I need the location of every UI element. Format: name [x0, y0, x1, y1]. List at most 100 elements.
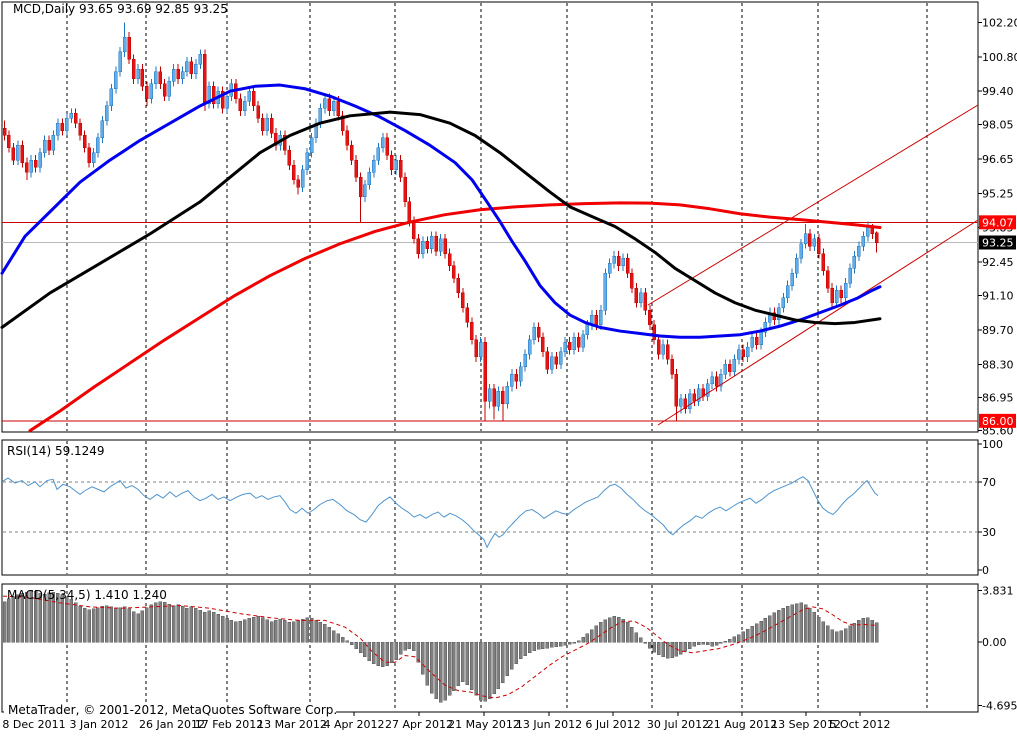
- macd-bar: [403, 641, 407, 651]
- candle-body: [625, 258, 630, 274]
- macd-bar: [345, 640, 349, 643]
- macd-bar: [247, 618, 251, 643]
- candle-body: [585, 324, 590, 336]
- candle-body: [73, 113, 78, 124]
- candle-body: [56, 122, 60, 136]
- price-axis-label: 100.80: [982, 51, 1017, 64]
- candle-body: [194, 63, 198, 75]
- macd-bar: [759, 620, 763, 643]
- macd-bar: [381, 641, 385, 668]
- macd-bar: [852, 622, 857, 643]
- candle-body: [269, 118, 274, 134]
- candle-body: [728, 364, 732, 372]
- macd-bar: [483, 641, 487, 702]
- macd-bar: [180, 605, 185, 643]
- macd-bar: [425, 641, 429, 686]
- macd-bar: [292, 621, 296, 643]
- candle-body: [412, 221, 416, 240]
- candle-body: [634, 287, 639, 304]
- candle-body: [443, 238, 447, 254]
- candle-body: [287, 150, 292, 166]
- candle-body: [332, 100, 336, 112]
- date-axis-label: 5 Oct 2012: [829, 718, 890, 731]
- macd-bar: [91, 608, 96, 643]
- macd-bar: [56, 593, 60, 643]
- macd-bar: [541, 641, 545, 649]
- macd-bar: [198, 610, 203, 643]
- candle-body: [790, 273, 794, 286]
- macd-bar: [728, 639, 732, 643]
- price-badge: [979, 215, 1016, 230]
- macd-bar: [145, 607, 149, 643]
- candle-body: [470, 322, 474, 340]
- macd-bar: [2, 601, 7, 643]
- macd-bar: [269, 621, 274, 643]
- candle-body: [131, 58, 136, 80]
- macd-bar: [340, 637, 345, 643]
- macd-bar: [305, 617, 309, 643]
- macd-bar: [510, 641, 514, 670]
- macd-bar: [416, 641, 421, 663]
- macd-bar: [719, 641, 723, 644]
- date-axis-label: 8 Dec 2011: [2, 718, 65, 731]
- macd-bar: [750, 626, 754, 643]
- candle-body: [51, 135, 56, 151]
- date-axis-label: 27 Apr 2012: [385, 718, 453, 731]
- macd-bar: [367, 641, 372, 662]
- price-badge-label: 93.25: [982, 237, 1014, 250]
- macd-bar: [140, 610, 145, 643]
- macd-bar: [220, 616, 225, 643]
- candle-body: [220, 90, 225, 109]
- macd-bar: [683, 641, 688, 652]
- macd-axis-label: -4.695: [982, 699, 1017, 712]
- candle-body: [594, 314, 599, 326]
- candle-body: [158, 71, 162, 85]
- symbol-info-line: MCD,Daily 93.65 93.69 92.85 93.25: [13, 2, 228, 16]
- macd-bar: [665, 641, 670, 659]
- candle-body: [661, 344, 665, 355]
- candle-body: [763, 322, 768, 333]
- candle-body: [38, 152, 42, 168]
- macd-bar: [429, 641, 434, 694]
- macd-bar: [643, 641, 648, 644]
- price-axis-label: 102.20: [982, 16, 1017, 29]
- macd-bar: [203, 612, 207, 643]
- macd-bar: [772, 612, 777, 643]
- macd-bar: [559, 641, 563, 647]
- macd-bar: [33, 591, 38, 643]
- candle-body: [429, 236, 434, 249]
- candle-body: [861, 236, 866, 247]
- macd-bar: [648, 641, 652, 649]
- macd-bar: [185, 608, 189, 643]
- candle-body: [149, 83, 154, 99]
- macd-bar: [327, 626, 332, 643]
- macd-bar: [656, 641, 661, 656]
- macd-bar: [710, 641, 714, 647]
- macd-bar: [16, 594, 20, 643]
- candle-body: [799, 243, 803, 259]
- macd-bar: [109, 606, 114, 643]
- macd-bar: [794, 603, 799, 643]
- macd-bar: [714, 641, 719, 646]
- macd-axis-label: 0.00: [982, 636, 1007, 649]
- macd-bar: [243, 619, 247, 643]
- macd-bar: [176, 604, 180, 643]
- macd-bar: [492, 641, 496, 695]
- macd-bar: [688, 641, 692, 649]
- macd-bar: [300, 618, 305, 643]
- date-axis-label: 30 Jul 2012: [647, 718, 709, 731]
- candle-body: [572, 336, 576, 350]
- macd-bar: [474, 641, 478, 696]
- macd-bar: [470, 641, 474, 691]
- macd-bar: [603, 619, 607, 643]
- macd-bar: [803, 604, 808, 643]
- macd-bar: [808, 608, 812, 643]
- rsi-panel-border: [1, 439, 979, 576]
- candle-body: [434, 236, 438, 252]
- candle-body: [394, 159, 398, 171]
- candle-body: [260, 118, 265, 131]
- macd-bar: [216, 614, 220, 643]
- macd-bar: [412, 641, 416, 652]
- macd-bar: [461, 641, 465, 683]
